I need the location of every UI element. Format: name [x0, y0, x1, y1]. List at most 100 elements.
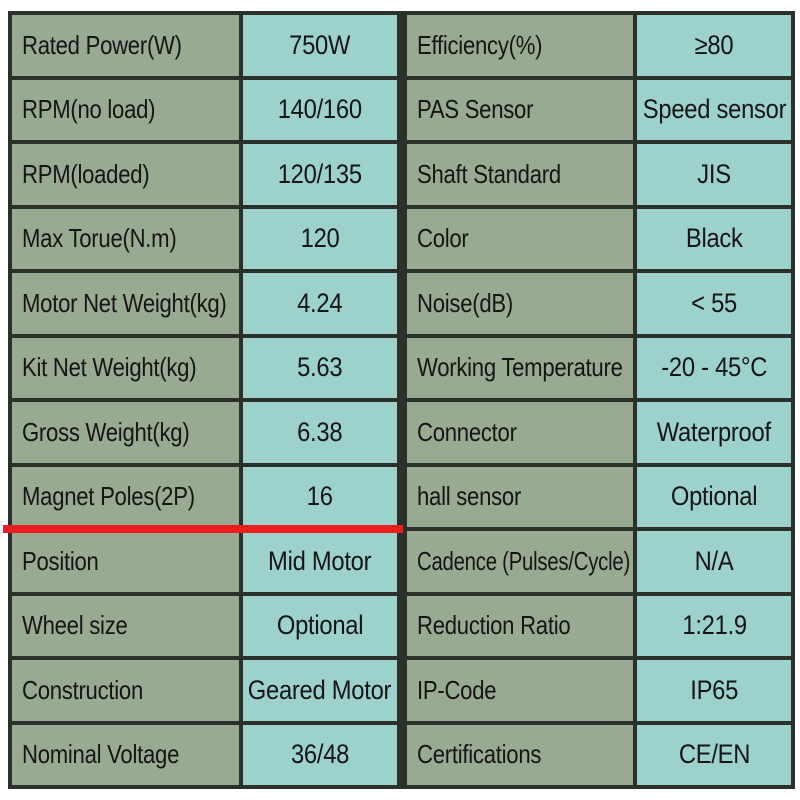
spec-left-row6-label: Kit Net Weight(kg) — [12, 337, 239, 398]
spec-label-text: Working Temperature — [416, 352, 623, 383]
spec-value-text: JIS — [697, 158, 731, 189]
spec-right-row11-label: IP-Code — [406, 660, 634, 721]
spec-left-row4-label: Max Torue(N.m) — [12, 208, 239, 269]
spec-label-text: Magnet Poles(2P) — [22, 481, 195, 512]
spec-label-text: RPM(loaded) — [22, 158, 150, 189]
spec-left-row6-value: 5.63 — [242, 337, 397, 398]
spec-table-right: Efficiency(%) ≥80 PAS Sensor Speed sensor Sh… — [402, 11, 795, 789]
spec-value-text: 6.38 — [297, 416, 343, 447]
spec-label-text: Noise(dB) — [416, 287, 513, 318]
spec-value-text: Waterproof — [657, 416, 772, 447]
spec-value-text: 750W — [289, 29, 351, 60]
spec-label-text: Gross Weight(kg) — [22, 416, 190, 447]
spec-label-text: Construction — [22, 674, 144, 705]
spec-right-row1-value: ≥80 — [637, 15, 791, 76]
spec-right-row5-value: < 55 — [637, 273, 791, 334]
spec-label-text: Certifications — [416, 739, 541, 770]
spec-left-row3-label: RPM(loaded) — [12, 144, 239, 205]
spec-value-text: N/A — [694, 545, 734, 576]
spec-right-row4-label: Color — [406, 208, 634, 269]
spec-right-row9-label: Cadence (Pulses/Cycle) — [406, 531, 634, 592]
spec-right-row3-value: JIS — [637, 144, 791, 205]
spec-value-text: < 55 — [691, 287, 738, 318]
spec-value-text: Speed sensor — [642, 94, 786, 125]
spec-label-text: Motor Net Weight(kg) — [22, 287, 227, 318]
spec-value-text: 16 — [306, 481, 333, 512]
spec-right-row7-value: Waterproof — [637, 402, 791, 463]
spec-left-row2-label: RPM(no load) — [12, 79, 239, 140]
spec-left-row8-value: 16 — [242, 466, 397, 527]
spec-value-text: 1:21.9 — [681, 610, 747, 641]
spec-left-row1-label: Rated Power(W) — [12, 15, 239, 76]
spec-label-text: Max Torue(N.m) — [22, 223, 177, 254]
spec-table-left: Rated Power(W) 750W RPM(no load) 140/160 RPM… — [3, 11, 403, 789]
spec-label-text: Cadence (Pulses/Cycle) — [416, 545, 630, 576]
spec-label-text: Reduction Ratio — [416, 610, 571, 641]
spec-value-text: Mid Motor — [268, 545, 372, 576]
spec-left-row10-label: Wheel size — [12, 595, 239, 656]
spec-right-row12-label: Certifications — [406, 724, 634, 785]
spec-left-row9-label: Position — [12, 531, 239, 592]
spec-label-text: Rated Power(W) — [22, 29, 182, 60]
spec-left-row10-value: Optional — [242, 595, 397, 656]
spec-value-text: 140/160 — [277, 94, 362, 125]
spec-label-text: Kit Net Weight(kg) — [22, 352, 197, 383]
spec-value-text: Optional — [670, 481, 758, 512]
spec-value-text: 120/135 — [277, 158, 362, 189]
spec-left-row2-value: 140/160 — [242, 79, 397, 140]
spec-label-text: hall sensor — [416, 481, 521, 512]
spec-label-text: Nominal Voltage — [22, 739, 180, 770]
spec-value-text: IP65 — [690, 674, 739, 705]
spec-value-text: ≥80 — [694, 29, 734, 60]
spec-left-row1-value: 750W — [242, 15, 397, 76]
spec-left-row4-value: 120 — [242, 208, 397, 269]
spec-left-row3-value: 120/135 — [242, 144, 397, 205]
spec-left-row8-label: Magnet Poles(2P) — [12, 466, 239, 527]
spec-right-row6-label: Working Temperature — [406, 337, 634, 398]
spec-left-row12-label: Nominal Voltage — [12, 724, 239, 785]
spec-right-row7-label: Connector — [406, 402, 634, 463]
spec-label-text: IP-Code — [416, 674, 497, 705]
spec-left-row7-label: Gross Weight(kg) — [12, 402, 239, 463]
spec-label-text: Shaft Standard — [416, 158, 561, 189]
spec-label-text: Color — [416, 223, 469, 254]
spec-right-row12-value: CE/EN — [637, 724, 791, 785]
spec-left-row5-label: Motor Net Weight(kg) — [12, 273, 239, 334]
spec-right-row5-label: Noise(dB) — [406, 273, 634, 334]
spec-right-row3-label: Shaft Standard — [406, 144, 634, 205]
spec-value-text: 36/48 — [290, 739, 349, 770]
spec-right-row6-value: -20 - 45°C — [637, 337, 791, 398]
spec-left-row9-value: Mid Motor — [242, 531, 397, 592]
spec-right-row10-value: 1:21.9 — [637, 595, 791, 656]
spec-right-row2-value: Speed sensor — [637, 79, 791, 140]
spec-value-text: 120 — [300, 223, 340, 254]
spec-value-text: Black — [685, 223, 743, 254]
spec-left-row5-value: 4.24 — [242, 273, 397, 334]
spec-left-row12-value: 36/48 — [242, 724, 397, 785]
spec-label-text: Efficiency(%) — [416, 29, 542, 60]
spec-right-row4-value: Black — [637, 208, 791, 269]
spec-label-text: Wheel size — [22, 610, 128, 641]
spec-value-text: CE/EN — [678, 739, 751, 770]
spec-right-row9-value: N/A — [637, 531, 791, 592]
spec-value-text: 4.24 — [297, 287, 343, 318]
spec-right-row10-label: Reduction Ratio — [406, 595, 634, 656]
spec-label-text: PAS Sensor — [416, 94, 533, 125]
spec-value-text: 5.63 — [297, 352, 343, 383]
spec-label-text: Position — [22, 545, 99, 576]
spec-right-row11-value: IP65 — [637, 660, 791, 721]
spec-right-row8-label: hall sensor — [406, 466, 634, 527]
spec-right-row1-label: Efficiency(%) — [406, 15, 634, 76]
spec-label-text: RPM(no load) — [22, 94, 156, 125]
spec-label-text: Connector — [416, 416, 517, 447]
spec-left-row7-value: 6.38 — [242, 402, 397, 463]
spec-value-text: Optional — [276, 610, 363, 641]
spec-right-row8-value: Optional — [637, 466, 791, 527]
spec-value-text: -20 - 45°C — [661, 352, 768, 383]
spec-sheet: Rated Power(W) 750W RPM(no load) 140/160 RPM… — [3, 11, 795, 789]
spec-left-row11-label: Construction — [12, 660, 239, 721]
spec-right-row2-label: PAS Sensor — [406, 79, 634, 140]
spec-left-row11-value: Geared Motor — [242, 660, 397, 721]
red-divider-line — [3, 525, 403, 533]
spec-value-text: Geared Motor — [247, 674, 392, 705]
